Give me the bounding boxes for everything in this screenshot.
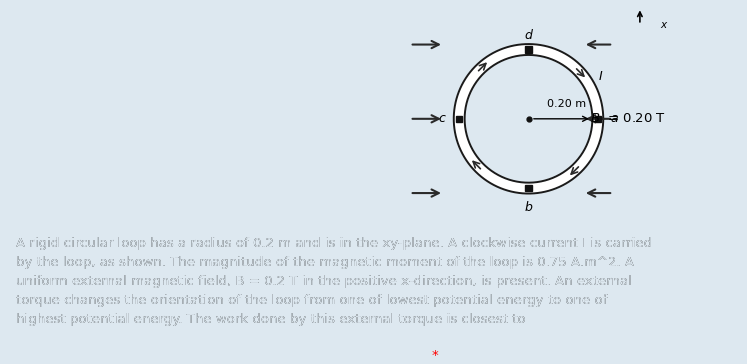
Text: $I$: $I$ bbox=[598, 70, 604, 83]
Bar bbox=[525, 46, 532, 52]
Text: $x$: $x$ bbox=[660, 20, 668, 30]
Bar bbox=[525, 185, 532, 191]
Text: 0.20 m: 0.20 m bbox=[547, 99, 586, 109]
Text: $c$: $c$ bbox=[438, 112, 447, 125]
Text: $y$: $y$ bbox=[636, 0, 644, 3]
Bar bbox=[456, 116, 462, 122]
Polygon shape bbox=[453, 44, 604, 194]
Text: A rigid circular loop has a radius of 0.2 m and is in the xy-plane. A clockwise : A rigid circular loop has a radius of 0.… bbox=[16, 237, 652, 326]
Text: $b$: $b$ bbox=[524, 201, 533, 214]
Text: *: * bbox=[432, 349, 438, 362]
Text: A rigid circular loop has a radius of 0.2 m and is in the xy-plane. A clockwise : A rigid circular loop has a radius of 0.… bbox=[16, 237, 652, 326]
Text: $B$  = 0.20 T: $B$ = 0.20 T bbox=[590, 112, 666, 125]
Text: $a$: $a$ bbox=[610, 112, 619, 125]
Text: $d$: $d$ bbox=[524, 28, 533, 42]
Bar bbox=[595, 116, 601, 122]
